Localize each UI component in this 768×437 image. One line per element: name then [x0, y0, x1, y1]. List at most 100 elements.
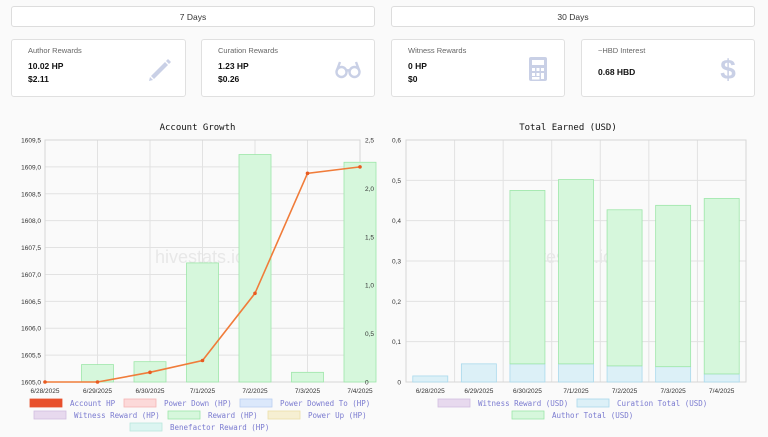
account-growth-chart: hivestats.io 1605,0 1605,5 1606,0 1606,5 160…	[21, 138, 377, 432]
reward-bar	[343, 161, 377, 383]
seven-days-button[interactable]: 7 Days	[11, 6, 375, 27]
legend-swatch	[167, 410, 201, 420]
card-title: ~HBD Interest	[598, 46, 646, 55]
x-tick-label: 7/1/2025	[190, 388, 216, 395]
y-right-tick-label: 0	[365, 380, 369, 387]
x-tick-label: 6/29/2025	[464, 388, 493, 395]
y-right-tick-label: 2,0	[365, 186, 374, 193]
curation-bar	[412, 375, 449, 383]
curation-bar	[703, 373, 740, 383]
watermark: hivestats.io	[155, 247, 245, 267]
author-rewards-card: Author Rewards 10.02 HP $2.11	[11, 39, 186, 97]
y-left-tick-label: 1605,0	[21, 380, 41, 387]
curation-bar	[606, 365, 643, 383]
x-tick-label: 7/2/2025	[612, 388, 638, 395]
account-hp-point	[95, 380, 100, 384]
y-left-tick-label: 1606,0	[21, 326, 41, 333]
legend-swatch	[576, 398, 610, 408]
total-earned-title: Total Earned (USD)	[519, 123, 617, 133]
legend-swatch	[267, 410, 301, 420]
account-hp-point	[305, 171, 310, 176]
account-hp-point	[200, 358, 205, 363]
card-title: Author Rewards	[28, 46, 82, 55]
x-tick-label: 6/30/2025	[513, 388, 542, 395]
y-right-tick-label: 2,5	[365, 138, 374, 145]
total-earned-chart: hivestats.io 00,10,20,30,40,50,66/28/202…	[392, 138, 747, 420]
legend-label: Account HP	[70, 399, 116, 408]
author-bar	[703, 198, 740, 375]
y-right-tick-label: 0,5	[365, 331, 374, 338]
author-rewards-hp: 10.02 HP	[28, 61, 64, 71]
account-hp-point	[148, 370, 152, 375]
y-tick-label: 0,4	[392, 218, 401, 225]
author-bar	[655, 204, 692, 368]
hbd-interest-value: 0.68 HBD	[598, 67, 636, 77]
legend-swatch	[33, 410, 67, 420]
card-title: Curation Rewards	[218, 46, 279, 55]
legend-label: Curation Total (USD)	[617, 399, 707, 408]
pencil-icon	[149, 59, 171, 81]
author-bar	[509, 190, 546, 365]
legend-swatch	[239, 398, 273, 408]
curation-bar	[460, 363, 497, 383]
legend-label: Author Total (USD)	[552, 411, 633, 420]
y-right-tick-label: 1,0	[365, 283, 374, 290]
legend-swatch	[29, 398, 63, 408]
calculator-icon	[529, 57, 547, 81]
author-bar	[606, 209, 643, 367]
x-tick-label: 7/4/2025	[709, 388, 735, 395]
reward-bar	[186, 262, 219, 383]
thirty-days-button[interactable]: 30 Days	[391, 6, 755, 27]
y-tick-label: 0,6	[392, 138, 401, 145]
y-tick-label: 0,5	[392, 178, 401, 185]
svg-text:$: $	[720, 55, 736, 83]
y-tick-label: 0	[397, 380, 401, 387]
witness-rewards-card: Witness Rewards 0 HP $0	[391, 39, 565, 97]
legend-label: Power Downed To (HP)	[280, 399, 370, 408]
legend-label: Power Up (HP)	[308, 411, 367, 420]
legend-label: Witness Reward (HP)	[74, 411, 160, 420]
curation-bar	[509, 363, 546, 383]
y-tick-label: 0,2	[392, 299, 401, 306]
y-left-tick-label: 1608,5	[21, 191, 41, 198]
account-hp-point	[358, 165, 362, 169]
glasses-icon	[335, 61, 361, 79]
y-tick-label: 0,3	[392, 259, 401, 266]
y-right-tick-label: 1,5	[365, 234, 374, 241]
legend-label: Benefactor Reward (HP)	[170, 423, 269, 432]
y-left-tick-label: 1608,0	[21, 218, 41, 225]
x-tick-label: 6/28/2025	[31, 388, 60, 395]
witness-rewards-usd: $0	[408, 74, 418, 84]
y-left-tick-label: 1607,5	[21, 245, 41, 252]
legend-swatch	[129, 422, 163, 432]
author-bar	[558, 179, 594, 365]
x-tick-label: 6/28/2025	[416, 388, 445, 395]
reward-bar	[291, 371, 324, 383]
legend-label: Witness Reward (USD)	[478, 399, 568, 408]
x-tick-label: 7/4/2025	[347, 388, 373, 395]
legend-swatch	[437, 398, 471, 408]
hbd-interest-card: ~HBD Interest 0.68 HBD $	[581, 39, 755, 97]
y-left-tick-label: 1609,0	[21, 164, 41, 171]
curation-bar	[558, 363, 594, 383]
x-tick-label: 7/3/2025	[660, 388, 686, 395]
x-tick-label: 7/3/2025	[295, 388, 321, 395]
account-growth-title: Account Growth	[159, 123, 236, 133]
x-tick-label: 6/30/2025	[136, 388, 165, 395]
card-title: Witness Rewards	[408, 46, 467, 55]
x-tick-label: 7/1/2025	[563, 388, 589, 395]
curation-rewards-usd: $0.26	[218, 74, 240, 84]
account-hp-point	[253, 291, 257, 296]
witness-rewards-hp: 0 HP	[408, 61, 427, 71]
curation-rewards-card: Curation Rewards 1.23 HP $0.26	[201, 39, 375, 97]
account-hp-point	[43, 380, 47, 384]
dollar-icon: $	[720, 55, 736, 83]
y-left-tick-label: 1605,5	[21, 353, 41, 360]
curation-rewards-hp: 1.23 HP	[218, 61, 249, 71]
legend-label: Reward (HP)	[208, 411, 258, 420]
y-tick-label: 0,1	[392, 339, 401, 346]
y-left-tick-label: 1606,5	[21, 299, 41, 306]
legend-swatch	[511, 410, 545, 420]
author-rewards-usd: $2.11	[28, 74, 49, 84]
x-tick-label: 7/2/2025	[242, 388, 268, 395]
